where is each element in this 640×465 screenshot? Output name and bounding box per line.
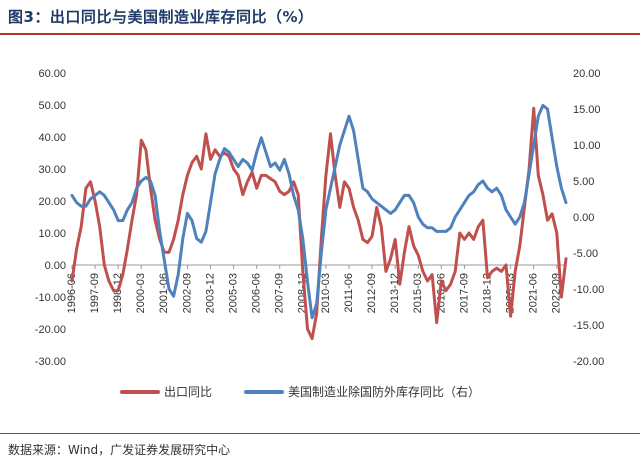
x-tick-label: 2006-06 (251, 273, 263, 313)
y-right-tick-label: -20.00 (573, 356, 604, 368)
y-left-tick-label: 20.00 (38, 196, 66, 208)
y-right-tick-label: 0.00 (573, 212, 594, 224)
y-left-tick-label: 0.00 (45, 260, 66, 272)
series-line-inventory (70, 103, 568, 320)
x-tick-label: 2021-06 (528, 273, 540, 313)
y-right-tick-label: 10.00 (573, 140, 601, 152)
y-left-tick-label: -20.00 (35, 324, 66, 336)
y-right-tick-label: -5.00 (573, 248, 598, 260)
x-tick-label: 2011-06 (343, 273, 355, 313)
y-left-tick-label: 40.00 (38, 132, 66, 144)
x-tick-label: 2003-12 (204, 273, 216, 313)
title-rule (0, 33, 640, 35)
y-right-tick-label: 15.00 (573, 104, 601, 116)
y-left-tick-label: 60.00 (38, 68, 66, 80)
title-bar: 图3：出口同比与美国制造业库存同比（%） (0, 0, 640, 35)
x-tick-label: 2010-03 (320, 273, 332, 313)
y-left-tick-label: 50.00 (38, 100, 66, 112)
x-tick-label: 1996-06 (66, 273, 78, 313)
y-left-tick-label: 30.00 (38, 164, 66, 176)
legend-label: 出口同比 (164, 385, 212, 399)
x-tick-label: 1997-09 (89, 273, 101, 313)
y-right-tick-label: 20.00 (573, 68, 601, 80)
source-note: 数据来源：Wind，广发证券发展研究中心 (8, 443, 231, 457)
y-right-tick-label: -15.00 (573, 320, 604, 332)
y-right-tick-label: -10.00 (573, 284, 604, 296)
footer-rule (0, 433, 640, 434)
x-tick-label: 2012-09 (366, 273, 378, 313)
x-tick-label: 2005-03 (227, 273, 239, 313)
x-tick-label: 2018-12 (481, 273, 493, 313)
legend-label: 美国制造业除国防外库存同比（右） (288, 384, 480, 399)
x-tick-label: 2000-03 (135, 273, 147, 313)
y-left-tick-label: -30.00 (35, 356, 66, 368)
x-tick-label: 2013-12 (389, 273, 401, 313)
x-tick-label: 2017-09 (458, 273, 470, 313)
x-tick-label: 2002-09 (181, 273, 193, 313)
x-tick-label: 2015-03 (412, 273, 424, 313)
y-left-tick-label: -10.00 (35, 292, 66, 304)
x-tick-label: 2007-09 (274, 273, 286, 313)
y-left-tick-label: 10.00 (38, 228, 66, 240)
chart-title: 图3：出口同比与美国制造业库存同比（%） (8, 8, 314, 26)
y-right-tick-label: 5.00 (573, 176, 594, 188)
